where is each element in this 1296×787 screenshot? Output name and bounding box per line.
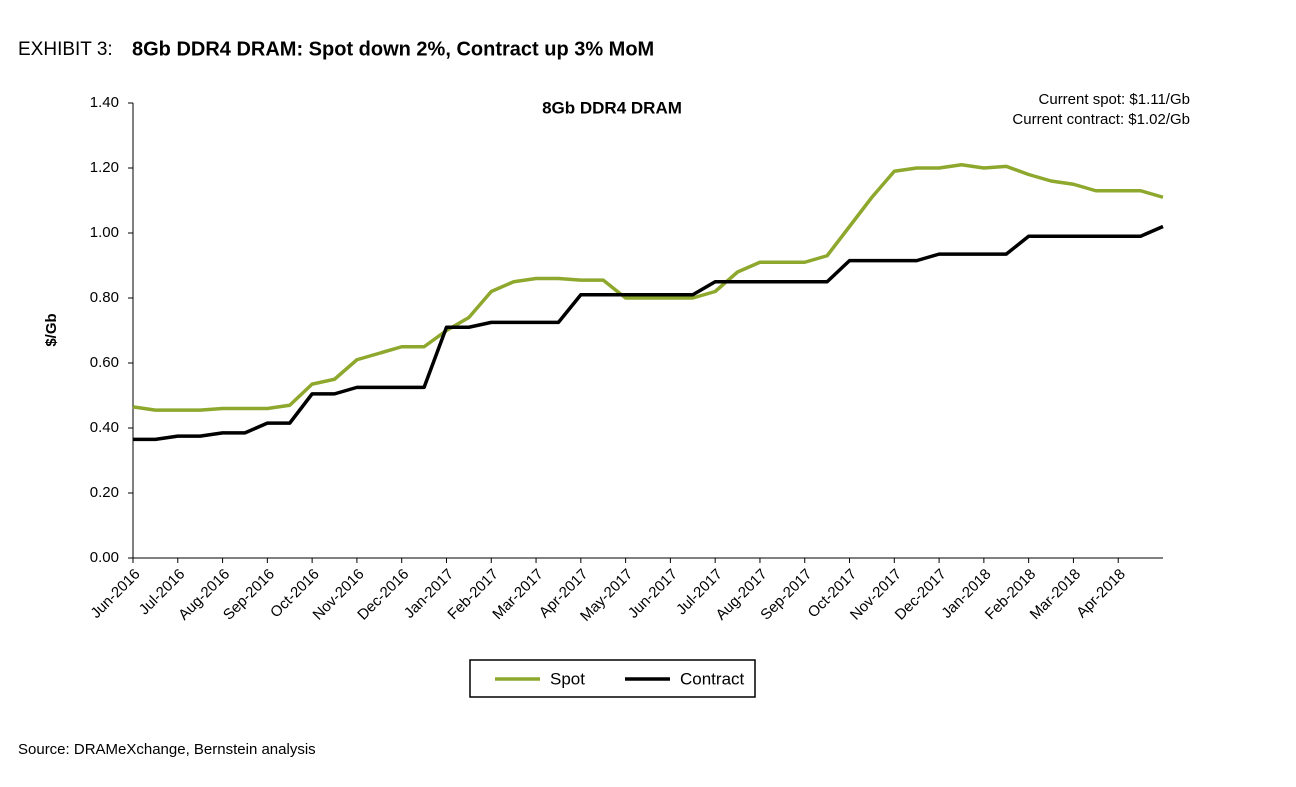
x-tick-label: Apr-2018 bbox=[1073, 566, 1129, 622]
annotation: Current contract: $1.02/Gb bbox=[1012, 111, 1190, 128]
chart-title: 8Gb DDR4 DRAM bbox=[542, 98, 682, 117]
y-tick-label: 0.20 bbox=[90, 484, 119, 501]
y-tick-label: 0.40 bbox=[90, 419, 119, 436]
annotation: Current spot: $1.11/Gb bbox=[1039, 91, 1190, 108]
series-line bbox=[132, 163, 1164, 412]
legend-label: Contract bbox=[680, 669, 745, 688]
x-tick-label: Jun-2017 bbox=[625, 566, 681, 622]
y-tick-label: 1.40 bbox=[90, 94, 119, 111]
y-tick-label: 0.80 bbox=[90, 289, 119, 306]
y-tick-label: 0.60 bbox=[90, 354, 119, 371]
y-tick-label: 1.20 bbox=[90, 159, 119, 176]
y-tick-label: 1.00 bbox=[90, 224, 119, 241]
y-tick-label: 0.00 bbox=[90, 549, 119, 566]
y-axis-label: $/Gb bbox=[43, 313, 60, 346]
x-tick-label: Jun-2016 bbox=[87, 566, 143, 622]
source: Source: DRAMeXchange, Bernstein analysis bbox=[18, 741, 316, 758]
legend-label: Spot bbox=[550, 669, 585, 688]
legend-box bbox=[469, 659, 756, 698]
headline: 8Gb DDR4 DRAM: Spot down 2%, Contract up… bbox=[132, 38, 654, 60]
series-line bbox=[133, 224, 1164, 442]
exhibit-label: EXHIBIT 3: bbox=[18, 39, 113, 60]
